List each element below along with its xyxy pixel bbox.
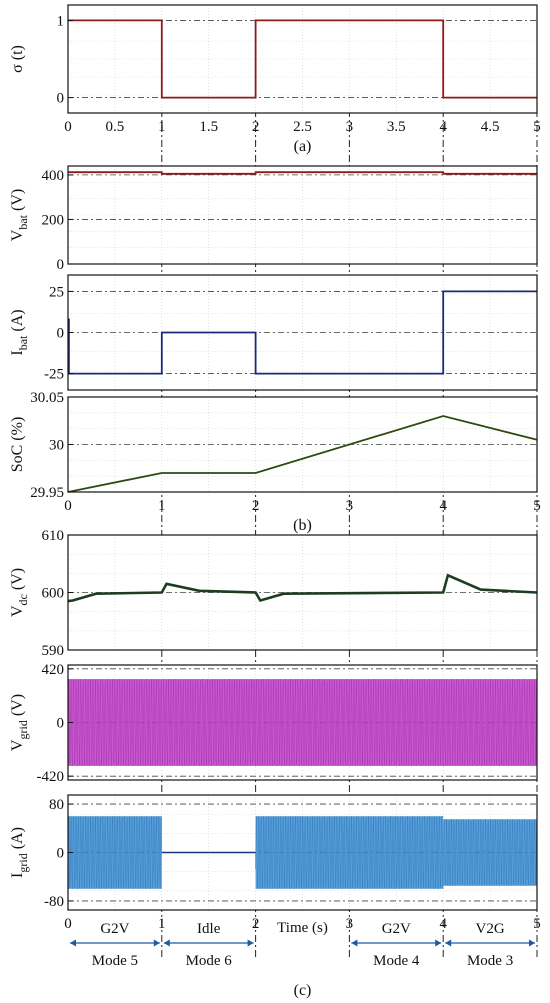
arrow-head [529,939,535,947]
x-tick-label: 1.5 [199,119,218,135]
y-tick-label: 0 [57,257,65,273]
y-axis-label: Vdc (V) [9,568,30,617]
arrow-head [70,939,76,947]
panel-a: 0 1 σ (t) 0 0.5 1 1.5 2 2.5 3 3.5 4 4.5 5 (a) [9,4,541,155]
mode-label: Mode 5 [92,953,138,969]
x-tick-label: 2.5 [293,119,312,135]
operation-label: V2G [476,921,505,937]
plot-frame [67,4,538,114]
panel-vgrid: -420 0 420 Vgrid (V) [9,662,538,785]
x-tick-label: 3 [346,916,354,932]
y-axis-label: σ (t) [9,45,26,73]
x-tick-label: 3 [346,498,354,514]
y-tick-label: 400 [42,168,65,184]
x-tick-label: 5 [533,498,541,514]
y-tick-label: 600 [42,586,65,602]
y-axis-label: Vbat (V) [9,189,30,241]
panel-caption: (b) [293,517,312,534]
x-tick-label: 5 [533,119,541,135]
x-tick-label: 0.5 [106,119,125,135]
arrow-head [435,939,442,947]
operation-label: G2V [100,921,129,937]
y-axis-label: Ibat (A) [9,309,30,355]
y-tick-label: 29.95 [30,485,64,501]
x-tick-label: 0 [64,498,72,514]
x-tick-label: 3 [346,119,354,135]
y-tick-label: 0 [57,846,65,862]
x-tick-label: 1 [158,916,166,932]
panel-caption: (a) [294,138,312,155]
y-axis-label: Vgrid (V) [9,694,30,751]
y-tick-label: 420 [42,662,65,678]
x-tick-label: 0 [64,916,72,932]
x-tick-label: 4 [439,498,447,514]
y-tick-label: 0 [57,716,65,732]
arrow-head [247,939,254,947]
y-tick-label: -25 [44,367,64,383]
series-line [67,573,538,603]
series-line [67,415,538,493]
x-tick-label: 1 [158,119,166,135]
arrow-head [445,939,452,947]
panel-caption: (c) [294,982,312,999]
y-tick-label: 610 [42,528,65,544]
panel-vdc: 590 600 610 Vdc (V) [9,528,538,659]
operation-label: Idle [197,921,221,937]
y-tick-label: -80 [44,894,64,910]
series-line [68,290,537,375]
x-tick-label: 2 [252,916,260,932]
y-tick-label: 30 [49,438,64,454]
y-tick-label: 0 [57,326,65,342]
y-tick-label: 200 [42,212,65,228]
mode-label: Mode 4 [373,953,420,969]
x-tick-label: 5 [533,916,541,932]
x-tick-label: 4 [439,119,447,135]
series-line [68,171,537,175]
y-axis-label: Igrid (A) [9,827,30,878]
y-tick-label: 590 [42,643,65,659]
x-tick-label: 1 [158,498,166,514]
arrow-head [163,939,170,947]
y-tick-label: -420 [37,769,65,785]
y-tick-label: 1 [57,13,65,29]
arrow-head [351,939,358,947]
panel-ibat: -25 0 25 Ibat (A) [9,274,538,391]
y-tick-label: 25 [49,284,64,300]
arrow-head [153,939,160,947]
operation-label: G2V [382,921,411,937]
waveform-envelope [68,816,162,889]
series-line [68,19,537,99]
x-tick-label: 3.5 [387,119,406,135]
waveform-trace [67,679,538,766]
mode-annotations: G2V Idle G2V V2G Mode 5 Mode 6 Mode 4 Mode 3 [70,921,535,969]
x-tick-label: 2 [252,119,260,135]
x-tick-label: 4.5 [481,119,500,135]
mode-label: Mode 6 [186,953,233,969]
waveform-trace [67,816,538,889]
x-tick-label: 4 [439,916,447,932]
panel-vbat: 0 200 400 Vbat (V) [9,165,538,273]
y-tick-label: 0 [57,91,65,107]
plot-frame [67,165,538,265]
y-axis-label: SoC (%) [9,417,26,473]
y-tick-label: 80 [49,797,64,813]
mode-label: Mode 3 [467,953,513,969]
y-tick-label: 30.05 [30,390,64,406]
x-tick-label: 0 [64,119,72,135]
x-tick-label: 2 [252,498,260,514]
x-axis-label: Time (s) [277,920,328,936]
